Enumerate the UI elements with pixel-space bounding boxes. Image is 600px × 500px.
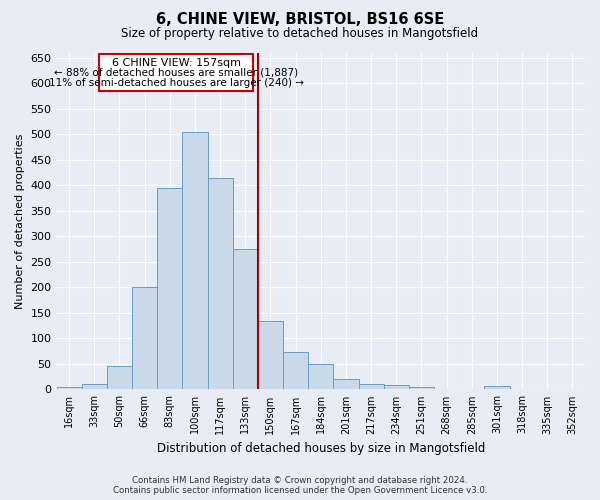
X-axis label: Distribution of detached houses by size in Mangotsfield: Distribution of detached houses by size … xyxy=(157,442,485,455)
Bar xyxy=(82,384,107,390)
Bar xyxy=(334,379,359,390)
Bar xyxy=(208,178,233,390)
Bar xyxy=(258,320,283,390)
Text: 11% of semi-detached houses are larger (240) →: 11% of semi-detached houses are larger (… xyxy=(49,78,304,88)
Text: ← 88% of detached houses are smaller (1,887): ← 88% of detached houses are smaller (1,… xyxy=(54,68,298,78)
Bar xyxy=(383,386,409,390)
Text: 6, CHINE VIEW, BRISTOL, BS16 6SE: 6, CHINE VIEW, BRISTOL, BS16 6SE xyxy=(156,12,444,28)
Bar xyxy=(308,364,334,390)
Bar xyxy=(157,188,182,390)
Bar xyxy=(359,384,383,390)
Bar xyxy=(132,288,157,390)
Y-axis label: Number of detached properties: Number of detached properties xyxy=(15,134,25,308)
Bar xyxy=(182,132,208,390)
Text: 6 CHINE VIEW: 157sqm: 6 CHINE VIEW: 157sqm xyxy=(112,58,241,68)
Bar xyxy=(409,387,434,390)
Bar xyxy=(233,249,258,390)
Bar xyxy=(283,352,308,390)
Bar xyxy=(560,389,585,390)
Bar xyxy=(56,387,82,390)
Text: Size of property relative to detached houses in Mangotsfield: Size of property relative to detached ho… xyxy=(121,28,479,40)
Bar xyxy=(484,386,509,390)
Text: Contains HM Land Registry data © Crown copyright and database right 2024.
Contai: Contains HM Land Registry data © Crown c… xyxy=(113,476,487,495)
Bar xyxy=(107,366,132,390)
FancyBboxPatch shape xyxy=(100,54,253,91)
